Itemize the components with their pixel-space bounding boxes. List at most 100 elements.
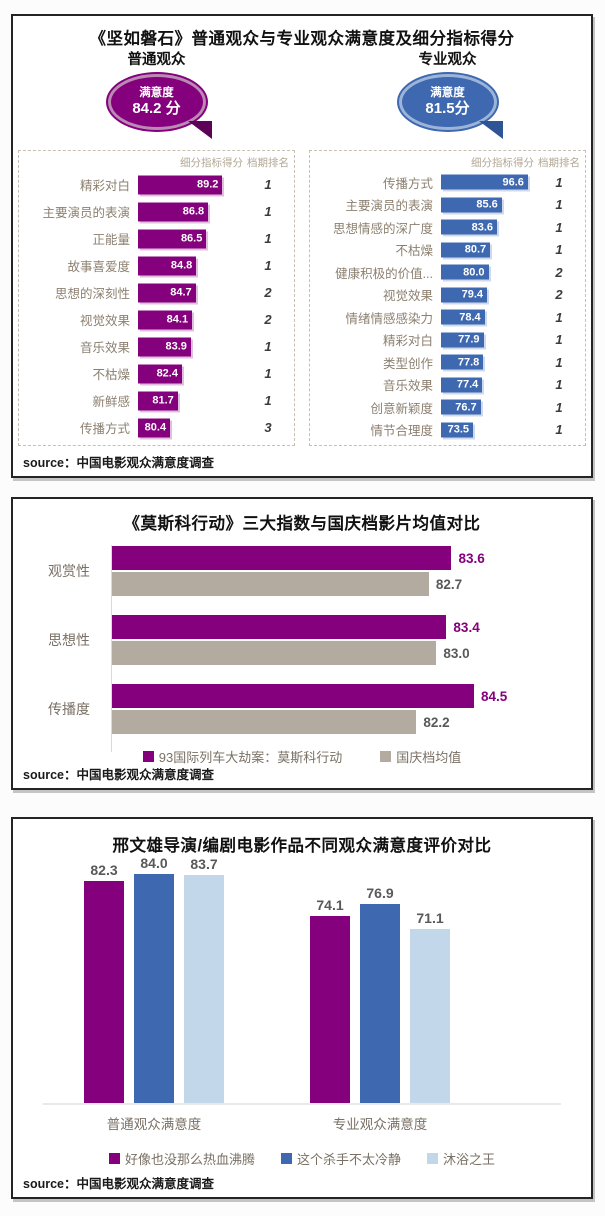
score-bar: 73.5 bbox=[441, 422, 474, 438]
series-value: 84.5 bbox=[480, 688, 508, 704]
column-headers: 细分指标得分 档期排名 bbox=[22, 154, 291, 171]
series-value: 82.7 bbox=[435, 576, 463, 592]
score-value: 82.4 bbox=[156, 367, 178, 380]
rank-value: 2 bbox=[264, 285, 272, 300]
bubble-label: 满意度 bbox=[430, 86, 465, 99]
index-group: 思想性 83.4 83.0 bbox=[27, 614, 572, 666]
score-value: 83.9 bbox=[165, 340, 187, 353]
rank-value: 3 bbox=[264, 420, 272, 435]
score-bar: 80.4 bbox=[138, 418, 171, 437]
panel-moscow-indices: 《莫斯科行动》三大指数与国庆档影片均值对比 观赏性 83.6 82.7 思想性 83.4… bbox=[11, 497, 593, 790]
series-bar bbox=[111, 546, 452, 570]
indicator-row: 传播方式 80.4 3 bbox=[22, 414, 291, 441]
panel2-legend: 93国际列车大劫案：莫斯科行动 国庆档均值 bbox=[13, 747, 591, 766]
bar-value: 84.0 bbox=[140, 855, 168, 872]
score-bar: 85.6 bbox=[441, 197, 502, 213]
panel3-title: 邢文雄导演/编剧电影作品不同观众满意度评价对比 bbox=[112, 837, 492, 855]
indicator-label: 思想的深刻性 bbox=[54, 287, 130, 301]
rank-value: 1 bbox=[264, 366, 272, 381]
score-value: 77.8 bbox=[457, 356, 480, 369]
legend-label: 93国际列车大劫案：莫斯科行动 bbox=[158, 750, 343, 765]
column-score-header: 细分指标得分 bbox=[180, 157, 243, 169]
indicator-row: 不枯燥 82.4 1 bbox=[22, 360, 291, 387]
audience-group-bars: 74.1 76.9 71.1 bbox=[310, 849, 450, 1105]
score-value: 84.8 bbox=[170, 259, 193, 272]
series-row: 83.0 bbox=[111, 640, 572, 666]
vertical-bar bbox=[310, 916, 350, 1105]
vertical-bar bbox=[184, 875, 224, 1105]
series-row: 84.5 bbox=[111, 683, 572, 709]
indicator-row: 精彩对白 77.9 1 bbox=[313, 329, 582, 352]
indicator-row: 故事喜爱度 84.8 1 bbox=[22, 252, 291, 279]
rank-value: 1 bbox=[555, 219, 563, 235]
rank-value: 2 bbox=[555, 264, 563, 280]
indicator-box: 细分指标得分 档期排名 精彩对白 89.2 1 主要演员的表演 86.8 1 正能量 86.5 1 故… bbox=[18, 150, 295, 446]
bar-track: 84.1 bbox=[138, 306, 245, 333]
indicator-label: 不枯燥 bbox=[92, 368, 130, 382]
score-bar: 81.7 bbox=[138, 391, 178, 410]
score-value: 79.4 bbox=[461, 288, 484, 301]
score-value: 84.7 bbox=[170, 286, 192, 299]
bar-track: 81.7 bbox=[138, 387, 245, 414]
bar-track: 85.6 bbox=[441, 194, 536, 217]
score-value: 80.4 bbox=[144, 421, 167, 434]
bar-track: 84.7 bbox=[138, 279, 245, 306]
score-bar: 80.0 bbox=[441, 264, 489, 280]
score-bar: 83.9 bbox=[138, 337, 191, 356]
y-axis-line bbox=[111, 545, 112, 752]
legend-swatch bbox=[280, 1153, 292, 1164]
indicator-label: 不枯燥 bbox=[395, 244, 433, 259]
indicator-row: 新鲜感 81.7 1 bbox=[22, 387, 291, 414]
panel1-title: 《坚如磐石》普通观众与专业观众满意度及细分指标得分 bbox=[89, 30, 515, 48]
rank-value: 1 bbox=[555, 399, 563, 415]
vertical-bar bbox=[134, 874, 174, 1105]
bubble-label: 满意度 bbox=[139, 86, 174, 99]
group-category-label: 普通观众满意度 bbox=[106, 1117, 202, 1132]
panel2-source: source：中国电影观众满意度调查 bbox=[23, 768, 214, 782]
bar-cell: 84.0 bbox=[134, 849, 174, 1105]
indicator-label: 音乐效果 bbox=[79, 341, 130, 355]
index-bars: 83.4 83.0 bbox=[111, 614, 572, 666]
score-bar: 83.6 bbox=[441, 219, 498, 235]
bar-track: 86.5 bbox=[138, 225, 245, 252]
legend-label: 沐浴之王 bbox=[443, 1152, 496, 1167]
group-category-label: 专业观众满意度 bbox=[332, 1117, 428, 1132]
rank-value: 1 bbox=[264, 339, 272, 354]
indicator-row: 音乐效果 77.4 1 bbox=[313, 374, 582, 397]
score-value: 77.9 bbox=[458, 333, 480, 346]
audience-halves: 普通观众 满意度 84.2 分细分指标得分 档期排名 精彩对白 89.2 1 主要演员的表演 8… bbox=[18, 48, 586, 446]
indicator-label: 新鲜感 bbox=[92, 395, 130, 409]
score-value: 86.8 bbox=[182, 205, 205, 218]
satisfaction-bubble: 满意度 84.2 分 bbox=[107, 74, 212, 139]
indicator-row: 思想的深刻性 84.7 2 bbox=[22, 279, 291, 306]
bar-track: 78.4 bbox=[441, 306, 536, 329]
bar-track: 77.8 bbox=[441, 351, 536, 374]
series-bar bbox=[111, 615, 447, 639]
index-category-label: 传播度 bbox=[48, 701, 90, 717]
score-bar: 78.4 bbox=[441, 309, 485, 325]
bar-track: 83.9 bbox=[138, 333, 245, 360]
rank-value: 1 bbox=[555, 377, 563, 393]
indicator-label: 健康积极的价值... bbox=[335, 266, 433, 281]
score-value: 83.6 bbox=[471, 221, 494, 234]
panel2-title: 《莫斯科行动》三大指数与国庆档影片均值对比 bbox=[123, 515, 481, 533]
legend-item: 好像也没那么热血沸腾 bbox=[108, 1149, 255, 1168]
bar-track: 77.9 bbox=[441, 329, 536, 352]
rank-value: 1 bbox=[264, 393, 272, 408]
x-axis-line bbox=[43, 1103, 561, 1105]
rank-value: 1 bbox=[555, 309, 563, 325]
index-group: 观赏性 83.6 82.7 bbox=[27, 545, 572, 597]
score-bar: 96.6 bbox=[441, 174, 528, 190]
bar-value: 76.9 bbox=[366, 885, 394, 902]
rank-value: 1 bbox=[264, 204, 272, 219]
bar-value: 83.7 bbox=[190, 856, 218, 873]
series-value: 83.6 bbox=[458, 550, 485, 566]
indicator-row: 健康积极的价值... 80.0 2 bbox=[313, 261, 582, 284]
panel3-legend: 好像也没那么热血沸腾 这个杀手不太冷静 沐浴之王 bbox=[13, 1149, 591, 1168]
indicator-row: 视觉效果 79.4 2 bbox=[313, 284, 582, 307]
legend-swatch bbox=[427, 1153, 438, 1164]
bubble-zone: 满意度 81.5分 bbox=[309, 74, 586, 150]
score-bar: 84.1 bbox=[138, 310, 193, 329]
indicator-row: 思想情感的深广度 83.6 1 bbox=[313, 216, 582, 239]
